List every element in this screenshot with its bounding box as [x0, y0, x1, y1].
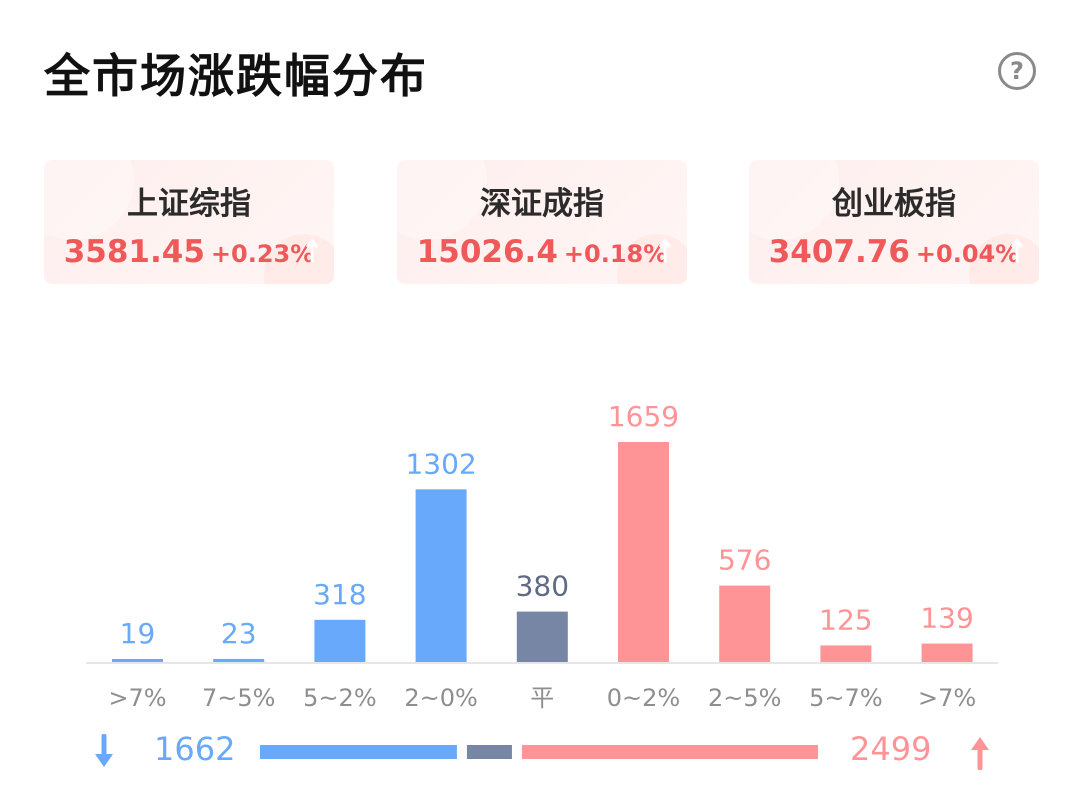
- bar-value-label: 139: [920, 602, 973, 635]
- index-values: 3581.45 +0.23%: [44, 234, 334, 270]
- index-card-shenzhen[interactable]: 深证成指 15026.4 +0.18%: [397, 160, 687, 284]
- summary-up-segment: [521, 745, 818, 759]
- x-tick-label: 2~5%: [708, 684, 781, 712]
- index-price: 15026.4: [416, 234, 558, 270]
- index-name: 上证综指: [127, 186, 251, 222]
- x-tick-label: 7~5%: [202, 684, 275, 712]
- trend-up-icon: [1010, 238, 1024, 262]
- index-card-shanghai[interactable]: 上证综指 3581.45 +0.23%: [44, 160, 334, 284]
- bar-value-label: 576: [718, 544, 771, 577]
- bar-value-label: 19: [120, 617, 156, 650]
- bar-2[interactable]: [314, 619, 366, 662]
- bar-0[interactable]: [112, 659, 163, 662]
- trend-up-icon: [305, 238, 319, 262]
- index-price: 3407.76: [768, 234, 910, 270]
- bar-value-label: 23: [221, 617, 257, 650]
- x-tick-label: 5~7%: [809, 684, 882, 712]
- up-count: 2499: [850, 730, 932, 768]
- bar-6[interactable]: [719, 585, 771, 662]
- index-change: +0.04%: [915, 240, 1020, 268]
- index-price: 3581.45: [63, 234, 205, 270]
- help-icon[interactable]: ?: [998, 52, 1036, 90]
- bar-value-label: 318: [313, 578, 366, 611]
- x-tick-label: 5~2%: [303, 684, 376, 712]
- index-change: +0.23%: [210, 240, 315, 268]
- x-tick-label: 0~2%: [607, 684, 680, 712]
- x-tick-label: 2~0%: [404, 684, 477, 712]
- index-name: 创业板指: [832, 186, 956, 222]
- bar-5[interactable]: [618, 442, 669, 662]
- index-values: 3407.76 +0.04%: [749, 234, 1039, 270]
- x-tick-label: 平: [530, 684, 554, 712]
- index-card-chinext[interactable]: 创业板指 3407.76 +0.04%: [749, 160, 1039, 284]
- x-tick-label: >7%: [918, 684, 976, 712]
- bar-1[interactable]: [213, 658, 265, 662]
- bar-value-label: 1659: [608, 400, 679, 433]
- index-name: 深证成指: [480, 186, 604, 222]
- arrow-up-icon: [971, 737, 989, 770]
- bar-4[interactable]: [516, 611, 568, 662]
- bar-8[interactable]: [921, 643, 973, 662]
- summary-flat-segment: [466, 745, 512, 759]
- page-title: 全市场涨跌幅分布: [44, 49, 428, 103]
- bar-value-label: 125: [819, 603, 872, 636]
- bar-value-label: 380: [516, 570, 569, 603]
- index-values: 15026.4 +0.18%: [397, 234, 687, 270]
- arrow-down-icon: [95, 734, 113, 767]
- summary-down-segment: [260, 745, 457, 759]
- down-count: 1662: [154, 730, 236, 768]
- bar-3[interactable]: [415, 489, 467, 662]
- bar-7[interactable]: [820, 645, 872, 662]
- x-tick-label: >7%: [108, 684, 166, 712]
- trend-up-icon: [658, 238, 672, 262]
- bar-value-label: 1302: [405, 447, 476, 480]
- index-change: +0.18%: [563, 240, 668, 268]
